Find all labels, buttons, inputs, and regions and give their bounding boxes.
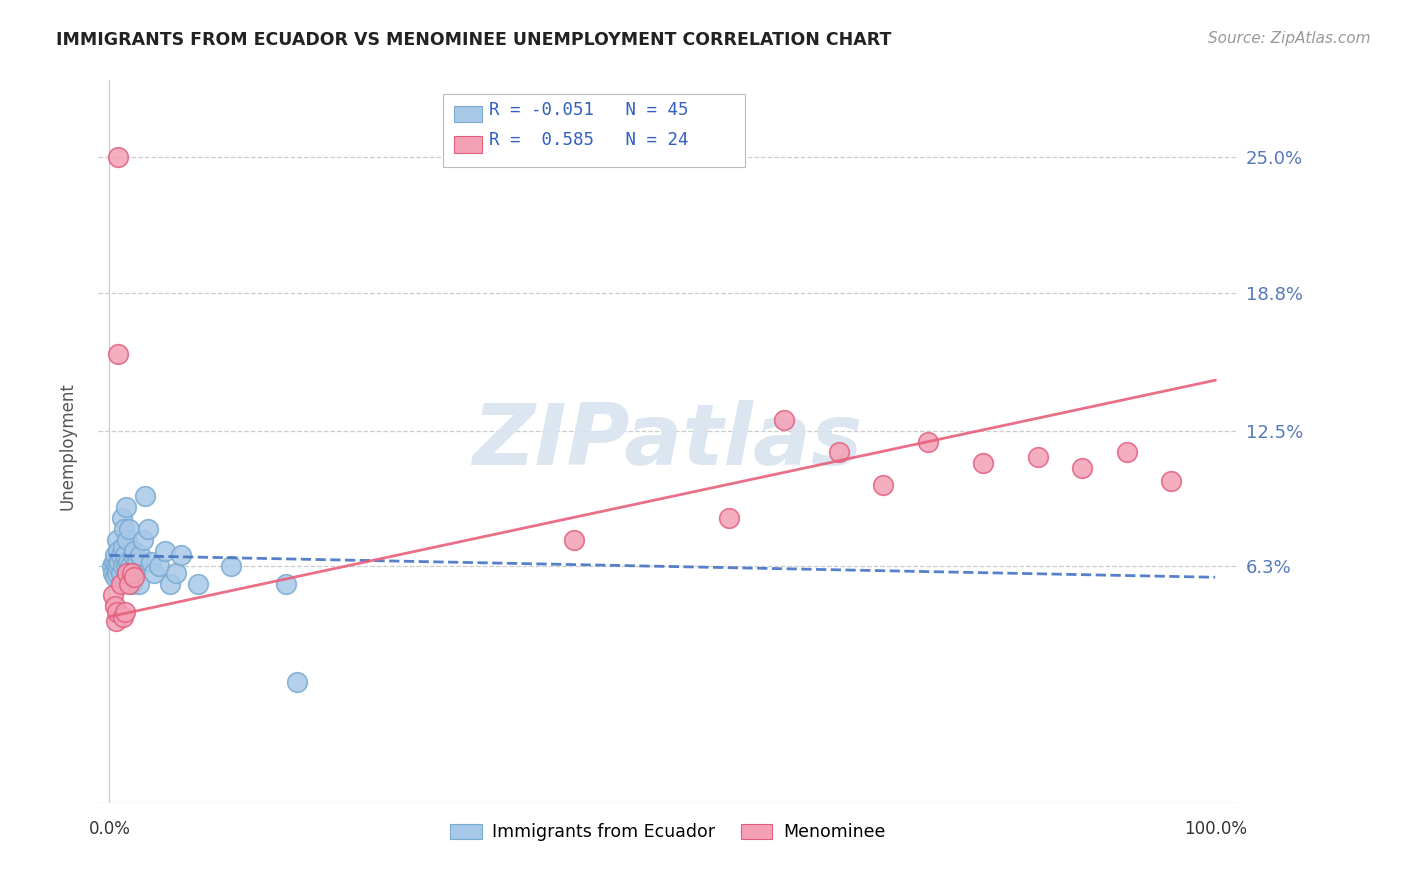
Point <box>115 559 138 574</box>
Point <box>105 605 128 619</box>
Point <box>134 489 156 503</box>
Legend: Immigrants from Ecuador, Menominee: Immigrants from Ecuador, Menominee <box>443 816 893 848</box>
Point <box>165 566 187 580</box>
Text: R = -0.051   N = 45: R = -0.051 N = 45 <box>489 101 689 119</box>
Point <box>105 614 128 628</box>
Point <box>101 566 124 580</box>
Point <box>111 559 134 574</box>
Text: 0.0%: 0.0% <box>89 821 131 838</box>
Point <box>872 478 894 492</box>
Point <box>115 533 138 547</box>
Text: IMMIGRANTS FROM ECUADOR VS MENOMINEE UNEMPLOYMENT CORRELATION CHART: IMMIGRANTS FROM ECUADOR VS MENOMINEE UNE… <box>56 31 891 49</box>
Point <box>111 511 134 525</box>
Point <box>129 549 152 563</box>
Point <box>122 570 145 584</box>
Point <box>107 150 129 164</box>
Point <box>115 566 138 580</box>
Text: Unemployment: Unemployment <box>59 382 76 510</box>
Point <box>153 544 176 558</box>
Point <box>127 555 149 569</box>
Point <box>142 566 165 580</box>
Point <box>104 549 127 563</box>
Point <box>110 566 132 580</box>
Point <box>219 559 242 574</box>
Point <box>148 559 170 574</box>
Point <box>105 566 128 580</box>
Point <box>1160 474 1182 488</box>
Text: Source: ZipAtlas.com: Source: ZipAtlas.com <box>1208 31 1371 46</box>
Point <box>1071 460 1094 475</box>
Point <box>121 566 143 580</box>
Point <box>972 457 994 471</box>
Point <box>108 555 131 569</box>
Point <box>114 605 136 619</box>
Point <box>917 434 939 449</box>
Point <box>276 577 298 591</box>
Point <box>104 570 127 584</box>
Point <box>128 577 150 591</box>
Point <box>118 577 141 591</box>
Text: 100.0%: 100.0% <box>1184 821 1247 838</box>
Point <box>136 522 159 536</box>
Point <box>159 577 181 591</box>
Point <box>115 500 138 515</box>
Point <box>124 566 146 580</box>
Point <box>111 540 134 554</box>
Point <box>141 555 163 569</box>
Point <box>107 347 129 361</box>
Point <box>107 544 129 558</box>
Point <box>107 559 129 574</box>
Point <box>105 559 128 574</box>
Point <box>121 549 143 563</box>
Point <box>117 555 139 569</box>
Point <box>112 522 135 536</box>
Point <box>287 675 309 690</box>
Point <box>1026 450 1049 464</box>
Point <box>717 511 740 525</box>
Point <box>773 412 796 426</box>
Point <box>100 559 122 574</box>
Point <box>104 599 127 613</box>
Point <box>562 533 585 547</box>
Text: ZIPatlas: ZIPatlas <box>472 400 863 483</box>
Point <box>114 549 136 563</box>
Point <box>131 533 153 547</box>
Point <box>110 577 132 591</box>
Point <box>1115 445 1137 459</box>
Point <box>121 577 143 591</box>
Point <box>111 609 134 624</box>
Point <box>120 559 142 574</box>
Point <box>118 522 141 536</box>
Point <box>101 588 124 602</box>
Text: R =  0.585   N = 24: R = 0.585 N = 24 <box>489 131 689 149</box>
Point <box>103 555 125 569</box>
Point <box>110 549 132 563</box>
Point <box>170 549 193 563</box>
Point <box>122 544 145 558</box>
Point <box>828 445 851 459</box>
Point <box>187 577 209 591</box>
Point <box>105 533 128 547</box>
